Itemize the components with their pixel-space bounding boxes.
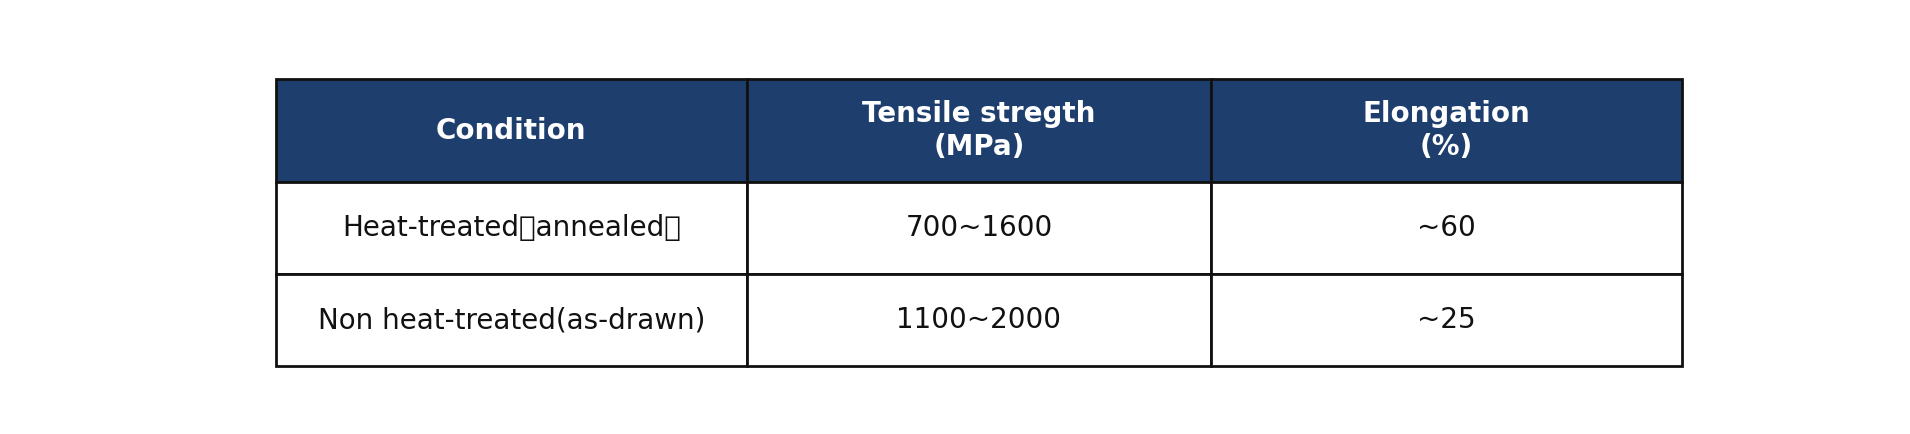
Bar (275, 182, 747, 274)
Text: Non heat-treated(as-drawn): Non heat-treated(as-drawn) (317, 306, 705, 334)
Text: Tensile stregth
(MPa): Tensile stregth (MPa) (861, 100, 1096, 161)
Bar (747, 274, 1211, 366)
Text: Heat-treated（annealed）: Heat-treated（annealed） (342, 214, 680, 242)
Text: 700~1600: 700~1600 (905, 214, 1052, 242)
Bar (1211, 274, 1683, 366)
Text: ~25: ~25 (1417, 306, 1476, 334)
Bar (1211, 182, 1683, 274)
Bar (1211, 79, 1683, 182)
Bar (747, 182, 1211, 274)
Text: 1100~2000: 1100~2000 (896, 306, 1062, 334)
Text: Elongation
(%): Elongation (%) (1362, 100, 1530, 161)
Bar (275, 79, 747, 182)
Bar (275, 274, 747, 366)
Bar (747, 79, 1211, 182)
Text: Condition: Condition (435, 117, 586, 145)
Text: ~60: ~60 (1417, 214, 1476, 242)
